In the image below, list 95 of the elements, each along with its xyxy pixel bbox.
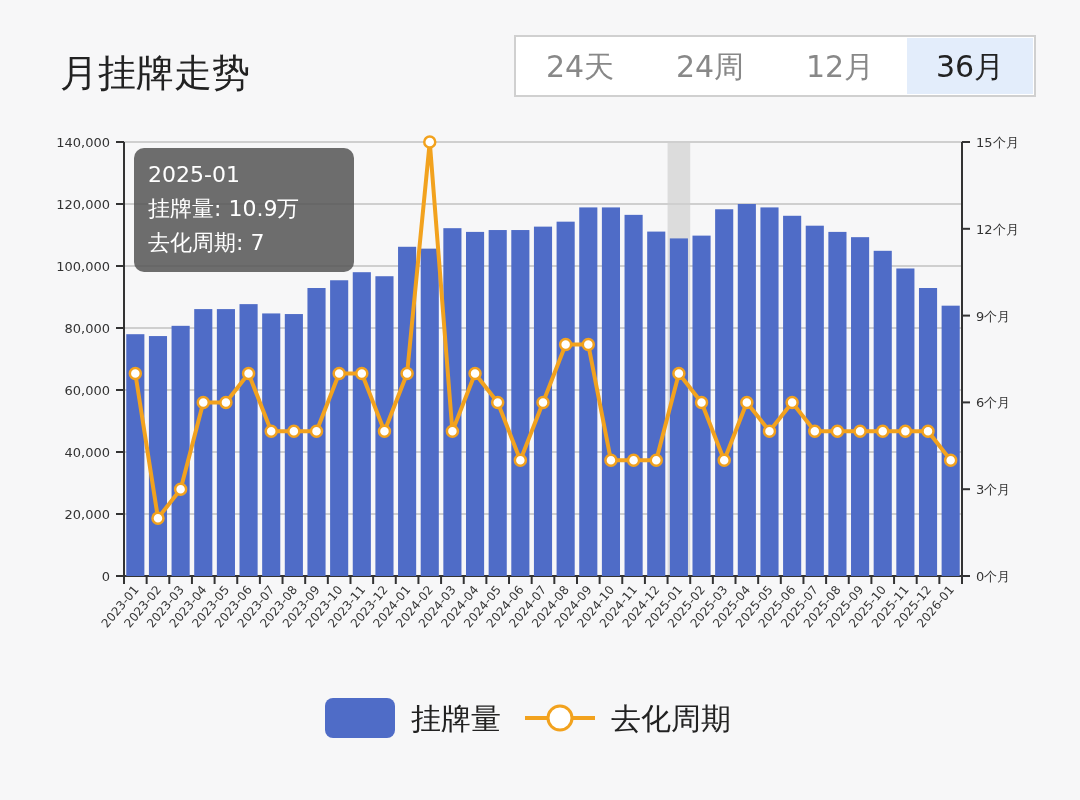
point (423, 135, 437, 149)
legend-label: 去化周期 (611, 701, 731, 736)
bar (171, 325, 190, 576)
bar (851, 237, 870, 576)
y-tick-label: 140,000 (56, 135, 110, 150)
point (151, 511, 165, 525)
point (468, 366, 482, 381)
bar (828, 231, 847, 576)
bar (715, 209, 734, 576)
point (400, 366, 414, 381)
point (875, 424, 890, 439)
annotation: 2025-01 (148, 162, 240, 187)
y-tick-label: 40,000 (64, 445, 110, 460)
bar (330, 280, 349, 576)
bar (805, 225, 824, 576)
bar (239, 304, 258, 576)
bar (556, 221, 575, 576)
y2-tick-label: 12个月 (976, 221, 1019, 237)
bar (511, 230, 530, 576)
y2-tick-label: 15个月 (976, 135, 1019, 150)
y2-tick-label: 6个月 (976, 395, 1011, 411)
text: 24天 (545, 49, 615, 84)
point (853, 424, 867, 439)
text: 12月 (805, 49, 875, 84)
y-tick-label: 80,000 (64, 321, 110, 336)
bar (488, 230, 507, 576)
point (762, 424, 777, 439)
annotation: 挂牌量: 10.9万 (148, 196, 300, 221)
y2-tick-label: 3个月 (976, 482, 1011, 498)
point (173, 482, 188, 496)
chart-title: 月挂牌走势 (60, 51, 250, 95)
text: 24周 (675, 49, 745, 84)
bar (873, 250, 892, 576)
point (128, 366, 143, 381)
y-tick-label: 20,000 (64, 507, 110, 522)
y-tick-label: 120,000 (56, 197, 110, 212)
text: 36月 (935, 49, 1005, 84)
bar (307, 288, 326, 576)
point (717, 453, 731, 468)
point (626, 453, 641, 468)
point (536, 395, 550, 410)
legend-label: 挂牌量 (411, 701, 501, 736)
bar (148, 336, 168, 576)
y-tick-label: 60,000 (64, 383, 110, 398)
bar (941, 305, 960, 576)
bar (420, 248, 439, 576)
point (513, 453, 528, 468)
bar (918, 288, 938, 576)
bar (601, 207, 620, 576)
point (649, 453, 663, 468)
point (581, 337, 596, 352)
tooltip: 2025-01 挂牌量: 10.9万 去化周期: 7 (134, 148, 354, 272)
point (219, 395, 233, 410)
bar (194, 309, 213, 576)
bar (896, 268, 915, 576)
y2-tick-label: 9个月 (976, 308, 1011, 324)
annotation: 去化周期: 7 (148, 230, 265, 255)
point (490, 395, 505, 410)
point (943, 453, 958, 468)
point (808, 424, 822, 439)
point (332, 366, 346, 381)
point (672, 366, 686, 381)
point (355, 366, 369, 381)
bar (216, 309, 235, 576)
bar (126, 334, 145, 576)
bar (352, 272, 371, 576)
point (241, 366, 256, 381)
point (694, 395, 709, 410)
bar (760, 207, 779, 576)
point (264, 424, 278, 439)
point (830, 424, 845, 439)
y-tick-label: 0 (101, 569, 110, 584)
point (558, 337, 573, 352)
point (921, 424, 935, 439)
point (785, 395, 799, 410)
point (445, 424, 460, 439)
point (309, 424, 324, 439)
y-tick-label: 100,000 (56, 259, 110, 274)
point (377, 424, 392, 439)
bar (262, 313, 281, 576)
bar (375, 276, 394, 576)
bar (398, 246, 417, 576)
point (740, 395, 754, 410)
bar (737, 204, 756, 576)
bar (533, 226, 553, 576)
bar (579, 207, 598, 576)
bar (783, 215, 802, 576)
y2-tick-label: 0个月 (976, 569, 1011, 584)
point (604, 453, 618, 468)
bar (624, 214, 643, 576)
point (287, 424, 301, 439)
bar (284, 314, 303, 576)
bar (466, 231, 485, 576)
point (196, 395, 211, 410)
point (898, 424, 913, 439)
